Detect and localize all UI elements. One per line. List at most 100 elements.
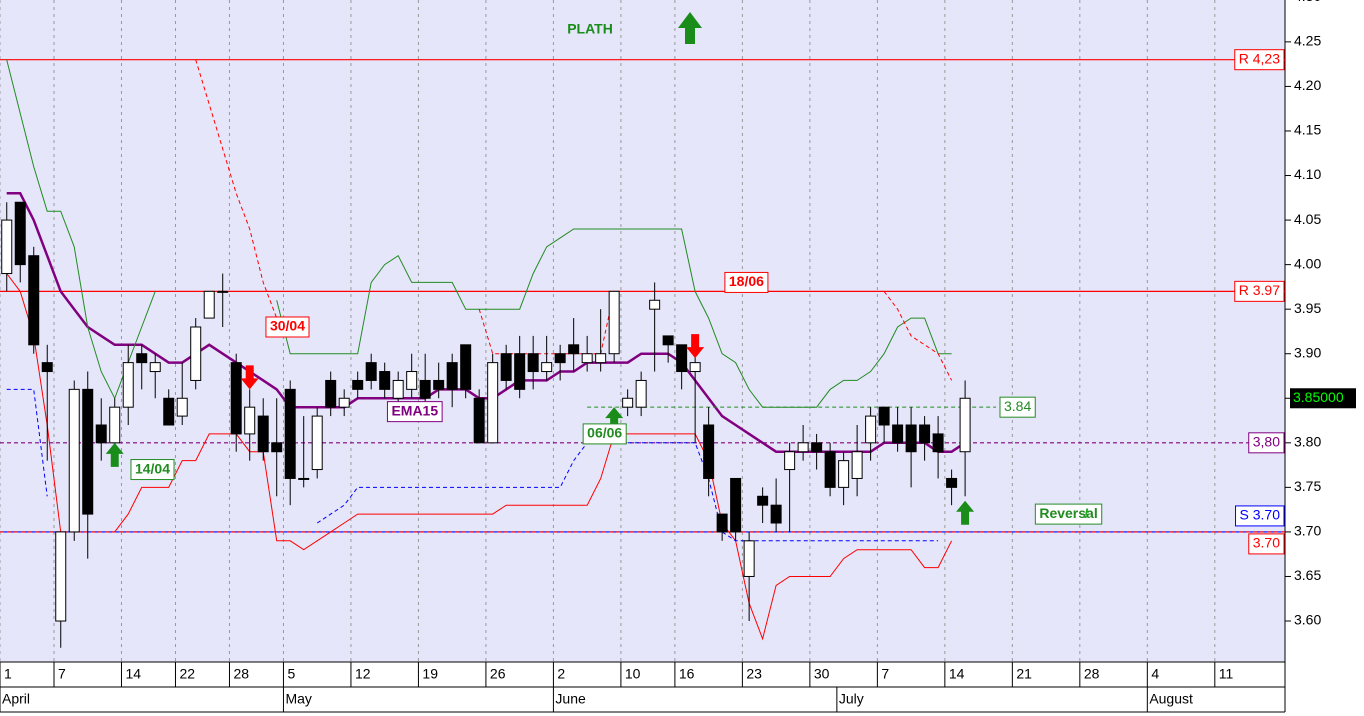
candle-body <box>14 201 26 266</box>
candle-body <box>41 362 53 373</box>
y-tick-label: 4.20 <box>1294 77 1321 93</box>
signal-arrow <box>956 500 975 525</box>
candle-body <box>878 406 890 426</box>
candle-body <box>703 424 715 479</box>
annotation-box <box>724 271 769 293</box>
level-label: S 3.70 <box>1240 507 1281 523</box>
indicator-line <box>6 388 939 542</box>
candle-body <box>109 406 121 444</box>
candle-body <box>163 397 175 426</box>
candle-body <box>919 424 931 444</box>
month-label: June <box>555 691 586 707</box>
y-tick-label: 3.75 <box>1294 478 1321 494</box>
candle-body <box>946 477 958 488</box>
annotation-box <box>386 401 443 423</box>
candle-body <box>797 442 809 453</box>
plot-background <box>0 0 1285 662</box>
x-tick-label: 2 <box>557 666 565 682</box>
annotation: 14/04 <box>135 460 170 476</box>
x-tick-label: 4 <box>1151 666 1159 682</box>
x-tick-label: 7 <box>58 666 66 682</box>
candle-body <box>298 477 310 480</box>
y-tick-label: 4.15 <box>1294 122 1321 138</box>
candle-body <box>851 451 863 479</box>
candle-body <box>527 353 539 373</box>
y-tick-label: 4.10 <box>1294 166 1321 182</box>
candle-body <box>811 442 823 453</box>
candle-body <box>433 379 445 390</box>
last-price-label: 3.85000 <box>1293 389 1344 405</box>
candle-body <box>730 477 742 533</box>
candle-body <box>689 362 701 373</box>
y-tick-label: 4.05 <box>1294 211 1321 227</box>
candle-body <box>68 388 80 533</box>
level-label: 3.70 <box>1253 535 1280 551</box>
candle-body <box>635 379 647 408</box>
candle-body <box>959 397 971 453</box>
candle-body <box>514 353 526 390</box>
y-tick-label: 3.65 <box>1294 567 1321 583</box>
month-label: August <box>1149 691 1193 707</box>
annotation: Reversal <box>1039 505 1097 521</box>
candle-body <box>379 371 391 390</box>
annotation-box <box>582 423 627 445</box>
candle-body <box>865 415 877 444</box>
x-tick-label: 26 <box>490 666 506 682</box>
candle-body <box>743 540 755 577</box>
candle-body <box>932 433 944 453</box>
x-tick-label: 1 <box>4 666 12 682</box>
level-label: R 4,23 <box>1239 50 1280 66</box>
level-label-box <box>1234 280 1285 302</box>
candle-body <box>541 362 553 373</box>
x-tick-label: 11 <box>1219 666 1234 682</box>
annotation: 06/06 <box>587 425 622 441</box>
candle-body <box>257 415 269 453</box>
candle-body <box>757 495 769 506</box>
candle-body <box>365 362 377 381</box>
level-label: R 3.97 <box>1239 282 1280 298</box>
candle-body <box>82 388 94 515</box>
annotation: 18/06 <box>729 273 764 289</box>
month-label: July <box>839 691 864 707</box>
candle-body <box>190 326 202 381</box>
annotation-box <box>265 316 310 338</box>
x-tick-label: 28 <box>1084 666 1100 682</box>
x-tick-label: 14 <box>125 666 141 682</box>
candle-body <box>28 255 40 346</box>
candle-body <box>325 379 337 408</box>
y-tick-label: 4.25 <box>1294 33 1321 49</box>
level-label-box <box>1234 49 1285 71</box>
y-tick-label: 3.80 <box>1294 434 1321 450</box>
y-tick-label: 4.30 <box>1294 0 1321 4</box>
candle-body <box>203 290 215 319</box>
y-tick-label: 4.00 <box>1294 255 1321 271</box>
x-tick-label: 22 <box>179 666 195 682</box>
signal-arrow <box>105 442 124 467</box>
candle-body <box>784 451 796 471</box>
candle-body <box>892 424 904 444</box>
candle-body <box>595 353 607 364</box>
annotation: 30/04 <box>270 318 305 334</box>
x-tick-label: 7 <box>881 666 889 682</box>
candle-body <box>95 424 107 444</box>
indicator-line <box>6 59 952 408</box>
month-label: May <box>285 691 311 707</box>
signal-arrow <box>686 334 705 359</box>
signal-arrow <box>605 407 624 432</box>
x-tick-label: 10 <box>625 666 641 682</box>
candle-body <box>622 397 634 408</box>
x-tick-label: 30 <box>814 666 830 682</box>
candle-body <box>608 290 620 355</box>
annotation-box <box>130 459 175 481</box>
candle-body <box>311 415 323 471</box>
candle-body <box>568 344 580 355</box>
candle-body <box>352 379 364 390</box>
level-label-box <box>1235 505 1285 527</box>
candle-body <box>136 353 148 364</box>
y-tick-label: 3.70 <box>1294 523 1321 539</box>
candle-body <box>487 362 499 444</box>
x-tick-label: 14 <box>949 666 965 682</box>
axis-background <box>1285 0 1364 716</box>
candle-body <box>284 388 296 479</box>
candle-body <box>271 442 283 453</box>
